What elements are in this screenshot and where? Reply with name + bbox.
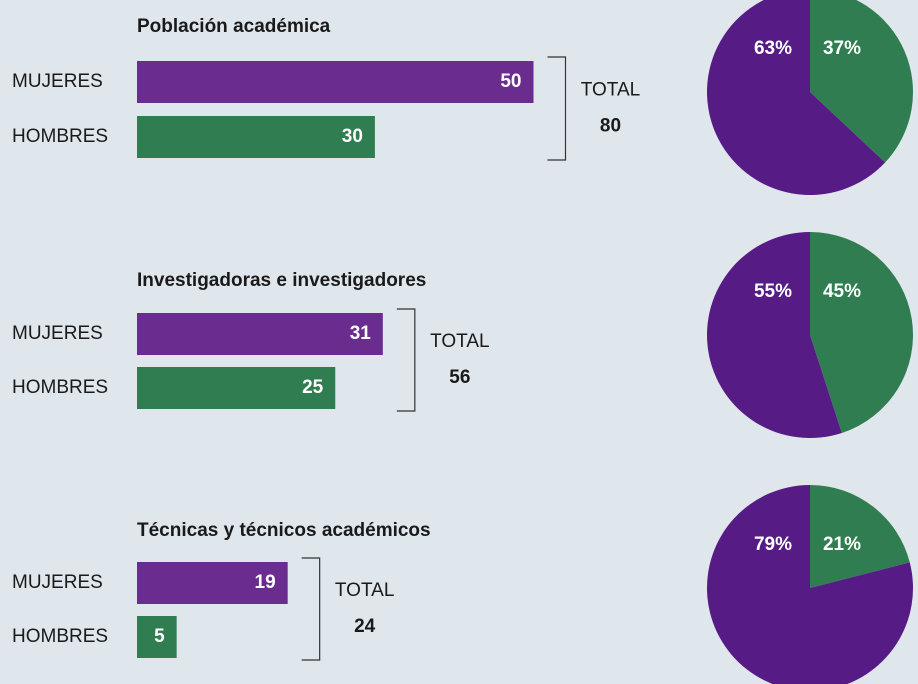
bracket [396, 308, 416, 412]
pie-slice [810, 232, 914, 433]
pie-slice [707, 232, 842, 438]
total-value: 24 [354, 616, 376, 637]
bar [137, 367, 336, 409]
bar-value-label: 30 [342, 126, 363, 147]
bar [137, 562, 288, 604]
category-label: HOMBRES [12, 377, 108, 398]
pie-value-label: 45% [823, 281, 861, 302]
pie-value-label: 63% [754, 38, 792, 59]
bar-value-label: 50 [500, 71, 521, 92]
total-value: 80 [600, 116, 621, 137]
pie-slice [707, 0, 886, 195]
bar-value-label: 31 [350, 323, 372, 344]
bar-value-label: 25 [302, 377, 324, 398]
bar-value-label: 5 [154, 626, 165, 647]
pie-value-label: 37% [823, 38, 861, 59]
total-label: TOTAL [335, 580, 394, 601]
pie-slice [810, 485, 910, 588]
bar [137, 616, 177, 658]
pie-value-label: 21% [823, 534, 861, 555]
total-label: TOTAL [581, 80, 640, 101]
pie-slice [810, 0, 913, 163]
chart-title: Investigadoras e investigadores [137, 270, 426, 291]
bar [137, 116, 375, 158]
bracket [547, 56, 567, 161]
category-label: HOMBRES [12, 626, 108, 647]
bar-value-label: 19 [255, 572, 276, 593]
bar [137, 313, 383, 355]
category-label: HOMBRES [12, 126, 108, 147]
chart-title: Técnicas y técnicos académicos [137, 520, 431, 541]
category-label: MUJERES [12, 71, 103, 92]
total-value: 56 [449, 367, 470, 388]
category-label: MUJERES [12, 572, 103, 593]
total-label: TOTAL [430, 331, 489, 352]
chart-title: Población académica [137, 16, 331, 37]
pie-value-label: 55% [754, 281, 792, 302]
pie-value-label: 79% [754, 534, 792, 555]
category-label: MUJERES [12, 323, 103, 344]
bracket [301, 557, 321, 661]
bar [137, 61, 534, 103]
pie-slice [707, 485, 913, 684]
